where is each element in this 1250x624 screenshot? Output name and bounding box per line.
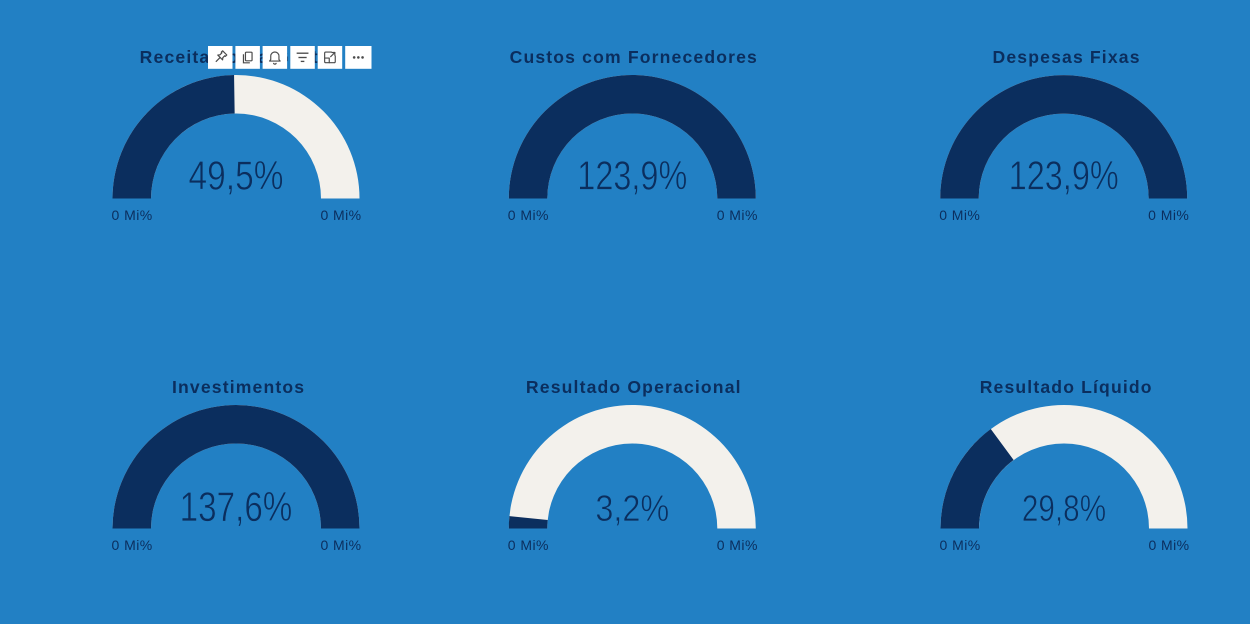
- svg-text:3,2%: 3,2%: [595, 488, 669, 530]
- svg-text:137,6%: 137,6%: [180, 484, 293, 531]
- svg-text:0 Mi%: 0 Mi%: [320, 537, 361, 553]
- svg-text:49,5%: 49,5%: [189, 152, 284, 198]
- svg-text:Custos com Fornecedores: Custos com Fornecedores: [510, 47, 758, 67]
- svg-text:Despesas Fixas: Despesas Fixas: [993, 47, 1141, 67]
- svg-text:Resultado Líquido: Resultado Líquido: [980, 377, 1153, 397]
- svg-text:0 Mi%: 0 Mi%: [717, 207, 758, 223]
- svg-text:123,9%: 123,9%: [577, 153, 687, 198]
- svg-text:0 Mi%: 0 Mi%: [717, 537, 758, 553]
- svg-text:0 Mi%: 0 Mi%: [508, 537, 549, 553]
- svg-text:0 Mi%: 0 Mi%: [940, 537, 981, 553]
- svg-text:0 Mi%: 0 Mi%: [320, 207, 361, 223]
- svg-text:29,8%: 29,8%: [1022, 488, 1106, 530]
- svg-text:Resultado Operacional: Resultado Operacional: [526, 377, 742, 397]
- svg-text:Investimentos: Investimentos: [172, 377, 305, 397]
- svg-text:0 Mi%: 0 Mi%: [508, 207, 549, 223]
- svg-text:0 Mi%: 0 Mi%: [112, 207, 153, 223]
- svg-text:0 Mi%: 0 Mi%: [112, 537, 153, 553]
- svg-text:0 Mi%: 0 Mi%: [1148, 537, 1189, 553]
- svg-text:0 Mi%: 0 Mi%: [1148, 207, 1189, 223]
- svg-text:0 Mi%: 0 Mi%: [939, 207, 980, 223]
- svg-text:123,9%: 123,9%: [1009, 153, 1119, 198]
